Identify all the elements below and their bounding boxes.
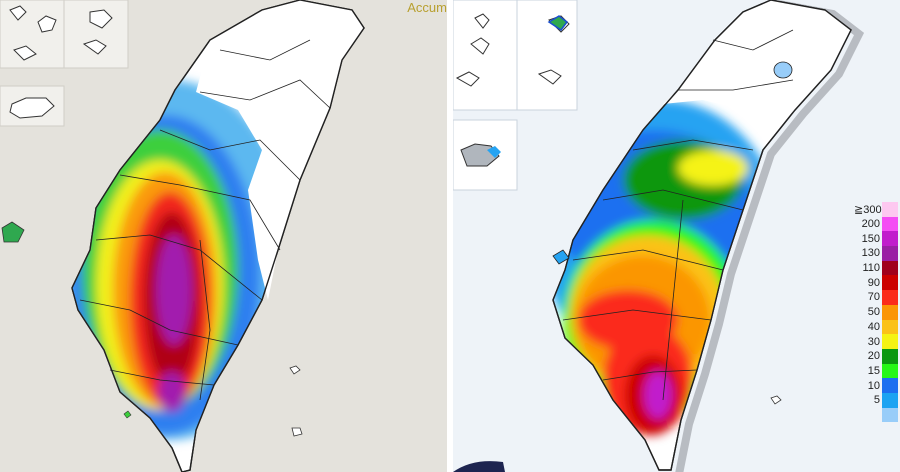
legend-item: 40 — [854, 319, 898, 335]
legend-item: 50 — [854, 304, 898, 320]
legend-swatch — [882, 275, 898, 291]
legend-swatch — [882, 260, 898, 276]
legend-item: 90 — [854, 275, 898, 291]
right-map-canvas — [453, 0, 865, 472]
county-borders — [562, 29, 794, 401]
legend-item: 10 — [854, 378, 898, 393]
legend-item: ≧300 — [854, 202, 898, 217]
legend-item: 20 — [854, 348, 898, 364]
panel-divider — [447, 0, 453, 472]
legend-swatch — [882, 319, 898, 335]
legend-swatch — [882, 334, 898, 349]
legend-swatch — [882, 304, 898, 320]
legend-swatch — [882, 290, 898, 305]
left-rainfall-map: Accum — [0, 0, 447, 472]
legend-item: 15 — [854, 363, 898, 379]
legend-item: 150 — [854, 231, 898, 247]
legend-swatch — [882, 216, 898, 232]
legend-item: 70 — [854, 290, 898, 305]
legend-swatch — [882, 407, 898, 423]
legend-swatch — [882, 392, 898, 408]
precipitation-legend: ≧300 200 150 130 110 90 70 50 40 30 20 1… — [854, 202, 898, 423]
legend-item: 110 — [854, 260, 898, 276]
county-borders — [79, 39, 331, 401]
legend-swatch — [882, 363, 898, 379]
left-map-canvas — [0, 0, 365, 472]
right-rainfall-map: ≧300 200 150 130 110 90 70 50 40 30 20 1… — [453, 0, 900, 472]
legend-item — [854, 407, 898, 423]
rainfall-field — [553, 100, 783, 435]
legend-item: 130 — [854, 246, 898, 261]
legend-item: 200 — [854, 216, 898, 232]
legend-swatch — [882, 378, 898, 393]
legend-item: 30 — [854, 334, 898, 349]
accumulation-title: Accum — [407, 0, 447, 15]
legend-item: 5 — [854, 392, 898, 408]
inset-frame — [516, 0, 578, 111]
legend-swatch — [882, 231, 898, 247]
legend-swatch — [882, 202, 898, 217]
legend-swatch — [882, 246, 898, 261]
legend-swatch — [882, 348, 898, 364]
